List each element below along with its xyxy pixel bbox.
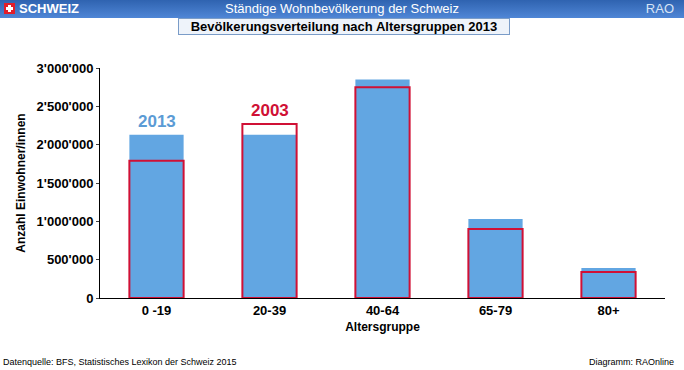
svg-text:500'000: 500'000 <box>47 252 93 267</box>
svg-text:1'000'000: 1'000'000 <box>37 214 94 229</box>
svg-text:20-39: 20-39 <box>253 303 286 318</box>
svg-text:80+: 80+ <box>597 303 619 318</box>
svg-text:Anzahl Einwohner/innen: Anzahl Einwohner/innen <box>14 113 28 252</box>
svg-text:Altersgruppe: Altersgruppe <box>345 320 420 334</box>
svg-text:2013: 2013 <box>138 112 176 131</box>
svg-text:3'000'000: 3'000'000 <box>37 61 94 76</box>
svg-text:0 -19: 0 -19 <box>142 303 172 318</box>
html-text:SCHWEIZ: SCHWEIZ <box>19 1 79 16</box>
html-text:Diagramm: RAOnline: Diagramm: RAOnline <box>589 357 674 367</box>
svg-text:2003: 2003 <box>251 101 289 120</box>
svg-text:2'500'000: 2'500'000 <box>37 99 94 114</box>
html-text:Ständige Wohnbevölkerung der S: Ständige Wohnbevölkerung der Schweiz <box>225 1 459 16</box>
html-text:Bevölkerungsverteilung nach Al: Bevölkerungsverteilung nach Altersgruppe… <box>190 19 498 34</box>
svg-text:65-79: 65-79 <box>479 303 512 318</box>
svg-text:1'500'000: 1'500'000 <box>37 176 94 191</box>
html-text:RAO: RAO <box>645 1 674 16</box>
svg-text:2'000'000: 2'000'000 <box>37 137 94 152</box>
svg-text:40-64: 40-64 <box>366 303 400 318</box>
html-text:Datenquelle: BFS, Statistische: Datenquelle: BFS, Statistisches Lexikon … <box>3 357 237 367</box>
svg-text:0: 0 <box>86 291 93 306</box>
